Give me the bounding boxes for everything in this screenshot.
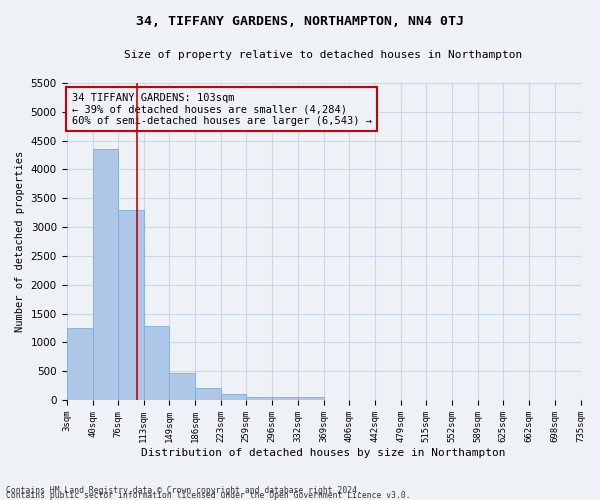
Bar	[221, 394, 246, 400]
Text: Contains public sector information licensed under the Open Government Licence v3: Contains public sector information licen…	[6, 490, 410, 500]
Bar	[118, 210, 144, 400]
Bar	[272, 397, 298, 400]
X-axis label: Distribution of detached houses by size in Northampton: Distribution of detached houses by size …	[141, 448, 506, 458]
Bar	[298, 397, 323, 400]
Title: Size of property relative to detached houses in Northampton: Size of property relative to detached ho…	[124, 50, 523, 60]
Bar	[144, 326, 169, 400]
Bar	[246, 396, 272, 400]
Bar	[92, 150, 118, 400]
Text: Contains HM Land Registry data © Crown copyright and database right 2024.: Contains HM Land Registry data © Crown c…	[6, 486, 362, 495]
Y-axis label: Number of detached properties: Number of detached properties	[15, 151, 25, 332]
Bar	[67, 328, 92, 400]
Text: 34 TIFFANY GARDENS: 103sqm
← 39% of detached houses are smaller (4,284)
60% of s: 34 TIFFANY GARDENS: 103sqm ← 39% of deta…	[71, 92, 371, 126]
Bar	[195, 388, 221, 400]
Text: 34, TIFFANY GARDENS, NORTHAMPTON, NN4 0TJ: 34, TIFFANY GARDENS, NORTHAMPTON, NN4 0T…	[136, 15, 464, 28]
Bar	[169, 373, 195, 400]
